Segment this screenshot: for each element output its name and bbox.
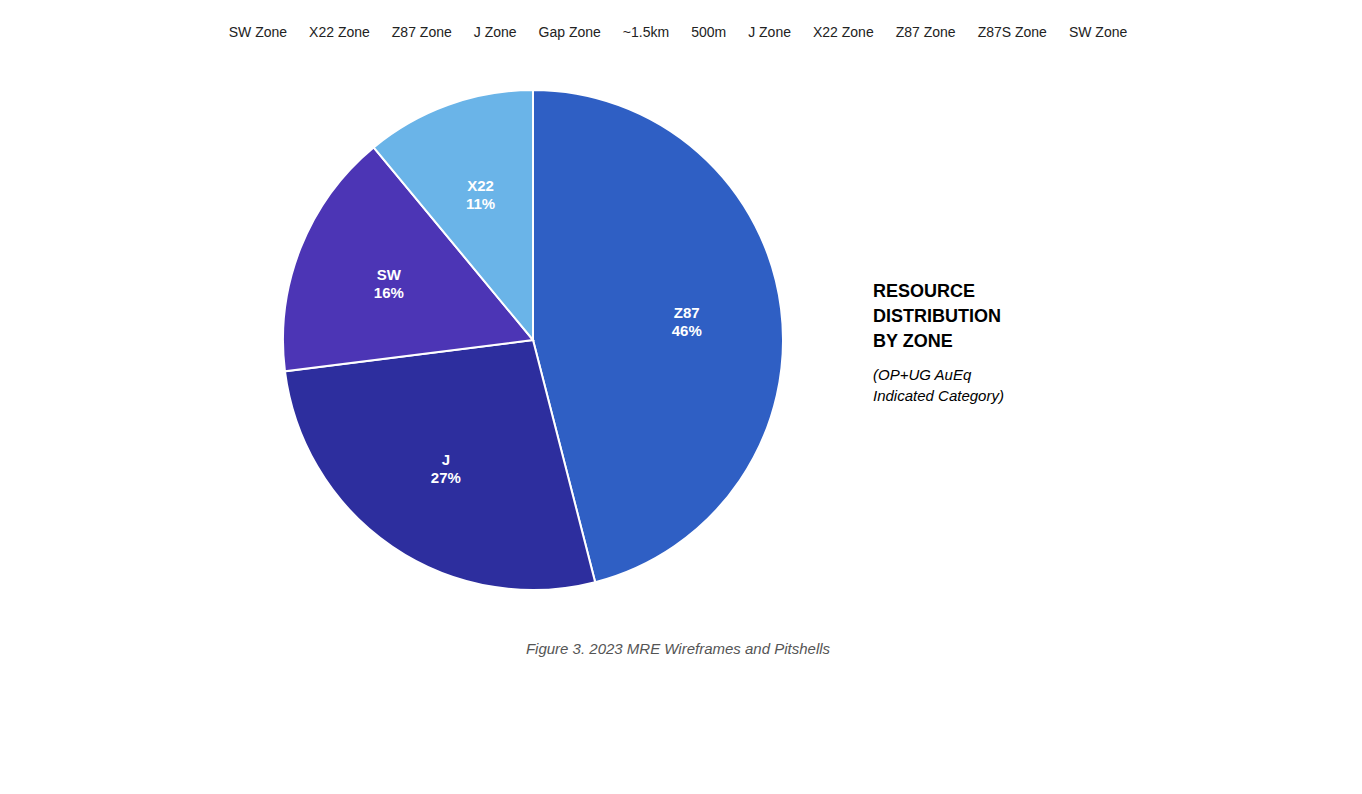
html-text:Z87 Zone: Z87 Zone xyxy=(391,24,452,40)
html-text:X22 Zone: X22 Zone xyxy=(309,24,370,40)
html-text:Indicated Category): Indicated Category) xyxy=(873,386,1004,404)
html-text:J Zone: J Zone xyxy=(473,24,517,40)
html-text:Z87 Zone: Z87 Zone xyxy=(895,24,956,40)
svg-text:Z8746%: Z8746% xyxy=(672,304,702,339)
html-text:Gap Zone: Gap Zone xyxy=(538,24,601,40)
html-text:~1.5km: ~1.5km xyxy=(622,24,670,40)
html-text:SW Zone: SW Zone xyxy=(228,24,288,40)
svg-text:J27%: J27% xyxy=(431,451,461,486)
html-text:J Zone: J Zone xyxy=(748,24,791,40)
html-text:BY ZONE: BY ZONE xyxy=(873,330,953,351)
html-text:Figure 3. 2023 MRE Wireframes: Figure 3. 2023 MRE Wireframes and Pitshe… xyxy=(525,640,831,657)
html-text:SW Zone: SW Zone xyxy=(1068,24,1128,40)
svg-text:SW16%: SW16% xyxy=(374,266,404,301)
html-text:DISTRIBUTION: DISTRIBUTION xyxy=(873,305,1001,326)
html-text:RESOURCE: RESOURCE xyxy=(873,280,975,301)
html-text:(OP+UG AuEq: (OP+UG AuEq xyxy=(873,365,972,383)
html-text:500m: 500m xyxy=(691,24,727,40)
svg-text:X2211%: X2211% xyxy=(466,177,495,212)
html-text:X22 Zone: X22 Zone xyxy=(813,24,874,40)
html-text:Z87S Zone: Z87S Zone xyxy=(977,24,1047,40)
